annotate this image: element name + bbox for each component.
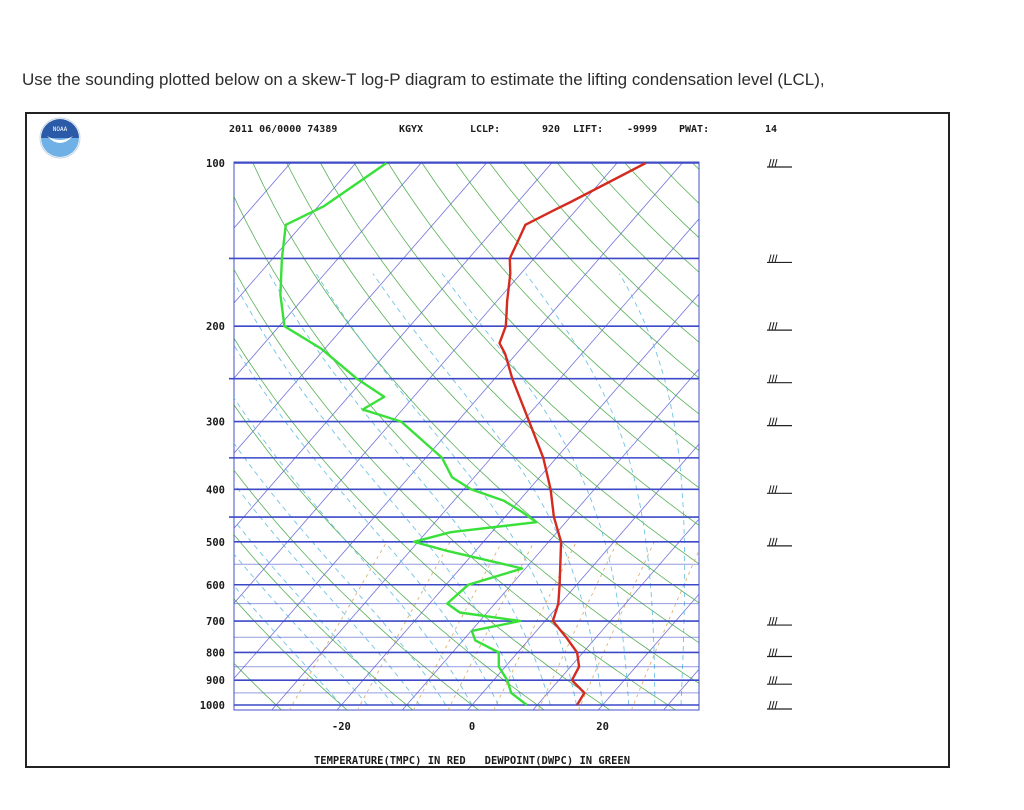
moist-adiabat-line — [234, 519, 394, 706]
wind-barb-icon — [767, 322, 792, 331]
pressure-tick-label: 300 — [206, 417, 225, 429]
sounding-frame: NOAA 2011 06/0000 74389 KGYX LCLP: 920 L… — [25, 112, 950, 768]
wind-barb-icon — [767, 648, 792, 658]
temperature-tick-label: 0 — [469, 721, 475, 733]
footer-caption: TEMPERATURE(TMPC) IN RED DEWPOINT(DWPC) … — [314, 755, 630, 767]
dry-adiabat-line — [234, 662, 282, 710]
sounding-traces — [279, 162, 647, 706]
mixing-ratio-line — [537, 541, 618, 710]
dewpoint-trace — [279, 162, 538, 706]
moist-adiabat-line — [234, 585, 342, 706]
wind-barbs — [767, 158, 792, 710]
dry-adiabat-line — [234, 469, 480, 710]
wind-barb-icon — [767, 374, 792, 384]
pressure-tick-label: 700 — [206, 616, 225, 628]
dry-adiabat-line — [691, 162, 699, 170]
noaa-logo-icon: NOAA — [39, 117, 81, 159]
pressure-axis: 100 200 300 400 500 600 700 800 900 1000 — [200, 158, 225, 712]
pressure-tick-label: 800 — [206, 647, 225, 659]
moist-adiabat-line — [525, 273, 656, 705]
dry-adiabat-line — [734, 138, 952, 716]
wind-barb-icon — [767, 700, 792, 710]
wind-barb-icon — [767, 616, 792, 626]
isotherm-line — [27, 138, 182, 716]
isotherm-line — [723, 138, 952, 716]
mixing-ratio-line — [288, 541, 388, 710]
isotherm-line — [27, 138, 51, 716]
moist-adiabat-line — [234, 442, 447, 706]
dry-adiabat-line — [702, 138, 953, 716]
mixing-ratio-line — [578, 541, 655, 710]
isotherm-line — [663, 668, 699, 710]
isotherm-line — [234, 162, 423, 379]
isotherm-line — [467, 443, 699, 710]
question-text: Use the sounding plotted below on a skew… — [22, 70, 825, 89]
temperature-tick-label: 20 — [596, 721, 609, 733]
moist-adiabat-line — [234, 281, 525, 706]
temperature-tick-label: -20 — [332, 721, 351, 733]
lclp-value: 920 — [542, 124, 560, 135]
pressure-tick-label: 1000 — [200, 700, 225, 712]
pressure-tick-label: 900 — [206, 675, 225, 687]
dry-adiabat-line — [234, 404, 545, 710]
temperature-trace — [498, 162, 647, 706]
pressure-tick-label: 500 — [206, 537, 225, 549]
isotherm-line — [234, 162, 619, 604]
noaa-logo-text: NOAA — [53, 126, 68, 133]
isotherm-line — [234, 162, 684, 679]
dry-adiabat-line — [234, 534, 414, 710]
wind-barb-icon — [767, 485, 792, 494]
lclp-label: LCLP: — [470, 124, 500, 135]
isotherm-line — [336, 293, 699, 710]
pressure-tick-label: 200 — [206, 321, 225, 333]
skew-t-log-p-chart: NOAA 2011 06/0000 74389 KGYX LCLP: 920 L… — [27, 117, 953, 767]
wind-barb-icon — [767, 537, 792, 547]
isotherm-line — [597, 593, 699, 710]
pwat-label: PWAT: — [679, 124, 709, 135]
isotherm-line — [27, 138, 116, 716]
isotherm-line — [234, 162, 358, 304]
pwat-value: 14 — [765, 124, 777, 135]
mixing-ratio-line — [630, 549, 699, 710]
isotherm-line — [789, 138, 952, 716]
pressure-tick-label: 600 — [206, 580, 225, 592]
isobars — [229, 162, 699, 706]
isotherm-line — [401, 368, 699, 710]
lift-label: LIFT: — [573, 124, 603, 135]
station-id: KGYX — [399, 124, 423, 135]
pressure-tick-label: 400 — [206, 484, 225, 496]
isotherm-line — [234, 162, 488, 454]
moist-adiabat-line — [707, 274, 724, 705]
lift-value: -9999 — [627, 124, 657, 135]
wind-barb-icon — [767, 254, 792, 264]
moist-adiabat-line — [268, 273, 551, 706]
moist-adiabat-line — [234, 553, 368, 706]
wind-barb-icon — [767, 158, 792, 168]
isotherm-line — [234, 162, 554, 529]
wind-barb-icon — [767, 417, 792, 427]
temperature-axis: -20 0 20 — [332, 721, 609, 733]
isotherm-line — [532, 518, 699, 710]
pressure-tick-label: 100 — [206, 158, 225, 170]
station-info: 2011 06/0000 74389 — [229, 124, 337, 135]
moist-adiabat-line — [619, 273, 686, 706]
wind-barb-icon — [767, 676, 792, 685]
dry-adiabat-line — [234, 598, 348, 710]
mixing-ratio-line — [493, 541, 577, 710]
